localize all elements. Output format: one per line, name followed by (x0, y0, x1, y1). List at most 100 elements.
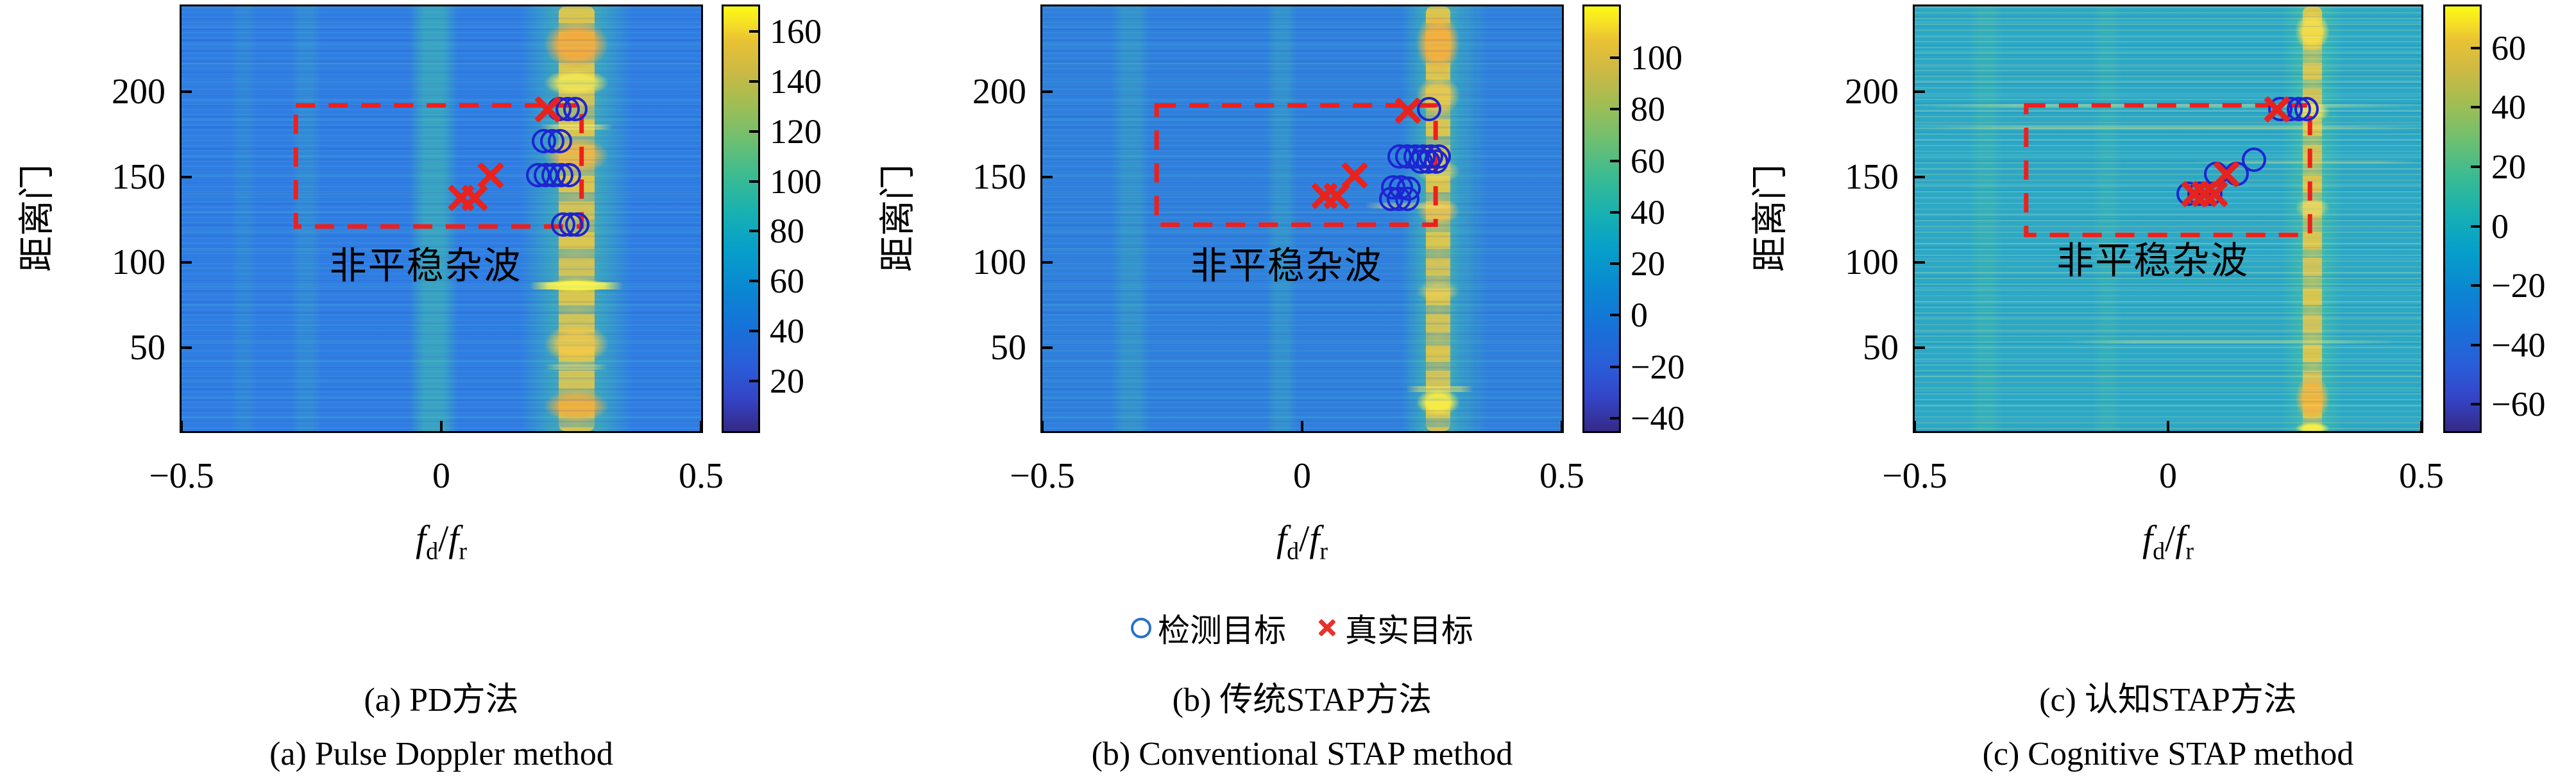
y-tick-mark (1915, 175, 1925, 178)
true-target-x-icon (1316, 616, 1339, 640)
caption-en-c: (c) Cognitive STAP method (1982, 736, 2354, 772)
clutter-band (1969, 6, 2003, 431)
colorbar-tick-label: 20 (2491, 147, 2526, 186)
clutter-hotspot (1416, 13, 1461, 74)
x-tick-label: 0.5 (679, 456, 724, 496)
clutter-annotation: 非平稳杂波 (329, 244, 522, 287)
x-axis-label: fd/fr (1276, 518, 1328, 565)
x-tick-label: 0 (1293, 456, 1311, 496)
x-tick-mark (700, 421, 701, 431)
colorbar-tick-label: 0 (1631, 296, 1648, 335)
colorbar-tick-label: 160 (770, 12, 822, 51)
colorbar-tick-mark (2471, 106, 2480, 109)
colorbar-tick-label: 120 (770, 112, 822, 151)
y-tick-mark (1042, 90, 1053, 93)
y-tick-mark (182, 90, 192, 93)
colorbar-tick-label: 0 (2491, 207, 2509, 246)
colorbar-tick-mark (749, 180, 758, 183)
x-tick-label: 0 (2159, 456, 2177, 496)
true-target-marker (460, 183, 489, 212)
y-tick-label: 50 (990, 327, 1026, 368)
detected-target-marker (565, 212, 590, 237)
clutter-band (231, 6, 257, 431)
colorbar-tick-mark (1610, 262, 1619, 266)
y-tick-label: 100 (972, 242, 1026, 282)
colorbar-tick-mark (2471, 46, 2480, 49)
detected-target-marker (547, 129, 572, 154)
colorbar-c (2443, 4, 2482, 433)
noise-texture (1042, 6, 1562, 431)
detected-target-marker (2242, 148, 2267, 173)
clutter-hotspot (1416, 389, 1461, 416)
x-tick-label: 0 (432, 456, 450, 496)
colorbar-tick-mark (1610, 416, 1619, 420)
true-target-marker (1322, 181, 1352, 210)
clutter-hotspot (2295, 12, 2330, 51)
colorbar-tick-label: 40 (2491, 88, 2526, 127)
detected-target-marker (557, 163, 582, 188)
colorbar-tick-label: −60 (2491, 385, 2546, 424)
colorbar-tick-mark (1610, 159, 1619, 162)
clutter-streak (1406, 386, 1474, 392)
heatmap-plot-a: 非平稳杂波 (180, 4, 703, 433)
clutter-hotspot (544, 21, 609, 69)
colorbar-tick-mark (749, 280, 758, 283)
y-axis-label: 距离门 (17, 164, 58, 272)
colorbar-tick-mark (749, 380, 758, 383)
colorbar-b (1582, 4, 1621, 433)
colorbar-tick-mark (749, 230, 758, 233)
clutter-hotspot (544, 390, 609, 422)
colorbar-tick-label: 40 (770, 312, 804, 351)
colorbar-tick-mark (2471, 343, 2480, 346)
legend-item-detected: 检测目标 (1131, 605, 1286, 651)
x-tick-mark (1042, 421, 1044, 431)
true-target-marker (533, 94, 563, 124)
legend-true-label: 真实目标 (1345, 613, 1473, 649)
y-tick-mark (1042, 175, 1053, 178)
x-tick-label: −0.5 (1010, 456, 1075, 496)
x-tick-mark (1561, 421, 1562, 431)
clutter-hotspot (1416, 281, 1461, 302)
colorbar-tick-mark (2471, 284, 2480, 287)
colorbar-tick-mark (1610, 365, 1619, 368)
heatmap-plot-c: 非平稳杂波 (1913, 4, 2423, 433)
colorbar-tick-label: 80 (1631, 90, 1665, 129)
clutter-hotspot (544, 69, 609, 96)
y-tick-label: 100 (1845, 242, 1899, 282)
y-tick-label: 150 (972, 157, 1026, 197)
y-axis-label: 距离门 (1750, 164, 1791, 272)
colorbar-tick-label: −20 (1631, 347, 1685, 386)
true-target-marker (2200, 179, 2230, 208)
marker-legend: 检测目标 真实目标 (962, 606, 1642, 650)
clutter-hotspot (2295, 422, 2330, 431)
y-tick-mark (182, 260, 192, 264)
detected-target-circle-icon (1131, 618, 1151, 638)
y-tick-label: 50 (1863, 327, 1899, 368)
colorbar-tick-label: 20 (1631, 244, 1665, 284)
y-tick-mark (182, 175, 192, 178)
colorbar-tick-mark (2471, 225, 2480, 228)
x-tick-mark (440, 421, 443, 431)
x-axis-label: fd/fr (2142, 518, 2194, 565)
y-tick-mark (1915, 346, 1925, 349)
y-tick-mark (1042, 260, 1053, 264)
y-tick-mark (182, 346, 192, 349)
y-axis-label: 距离门 (878, 164, 919, 272)
x-tick-mark (2420, 421, 2421, 431)
y-tick-label: 150 (1845, 157, 1899, 197)
colorbar-tick-label: −40 (2491, 325, 2546, 364)
x-tick-mark (1915, 421, 1916, 431)
colorbar-tick-mark (749, 80, 758, 83)
colorbar-tick-label: 100 (1631, 38, 1682, 78)
y-tick-label: 200 (972, 71, 1026, 112)
y-tick-mark (1042, 346, 1053, 349)
x-tick-mark (2167, 421, 2169, 431)
x-tick-mark (1301, 421, 1303, 431)
y-tick-mark (1915, 90, 1925, 93)
clutter-streak (545, 364, 608, 370)
caption-en-a: (a) Pulse Doppler method (269, 736, 613, 772)
true-target-marker (1393, 96, 1423, 125)
caption-cn-b: (b) 传统STAP方法 (1172, 682, 1432, 718)
y-tick-label: 100 (112, 242, 165, 282)
y-tick-label: 50 (130, 327, 165, 368)
